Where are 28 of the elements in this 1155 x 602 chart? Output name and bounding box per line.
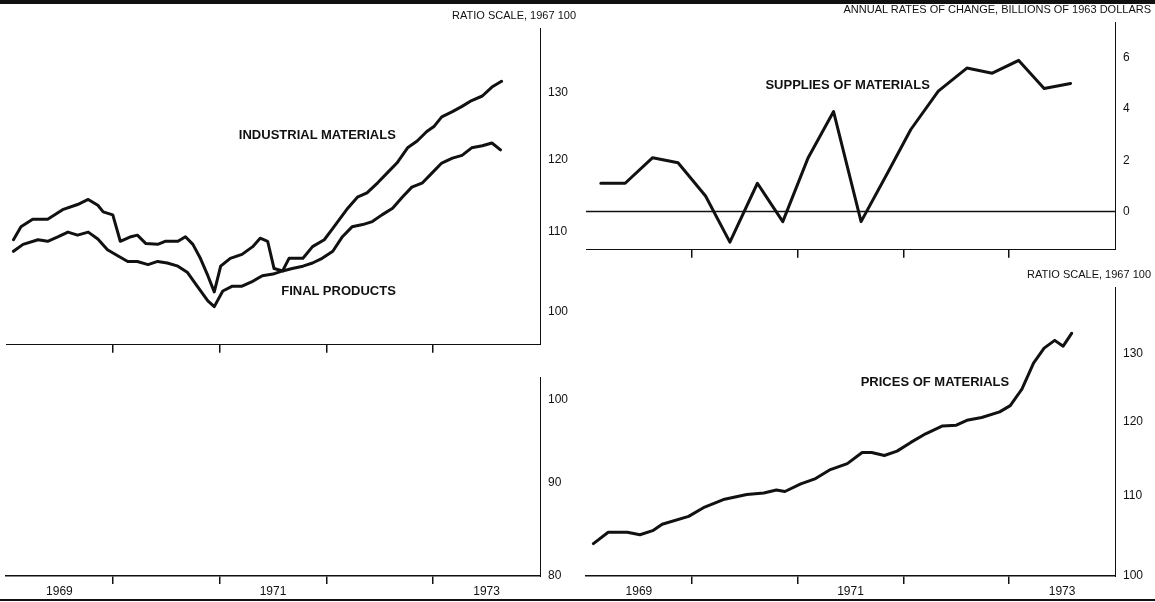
y-tick-label: 120: [548, 151, 569, 166]
y-tick-label: 100: [548, 303, 569, 318]
y-tick-label: 100: [548, 392, 569, 407]
y-axis-title: ANNUAL RATES OF CHANGE, BILLIONS OF 1963 DOLLARS: [843, 3, 1151, 16]
y-axis-title: RATIO SCALE, 1967 100: [1027, 268, 1151, 281]
y-tick-label: 120: [1123, 414, 1144, 428]
series-label: INDUSTRIAL MATERIALS: [238, 127, 397, 143]
series-label: FINAL PRODUCTS: [281, 282, 397, 298]
y-tick-label: 110: [1123, 487, 1143, 502]
x-tick-label: 1969: [625, 583, 653, 598]
y-tick-label: 130: [1123, 346, 1144, 361]
y-tick-label: 2: [1123, 152, 1130, 167]
y-tick-label: 130: [548, 85, 569, 100]
y-tick-label: 90: [548, 475, 562, 490]
x-tick-label: 1969: [46, 583, 74, 598]
y-tick-label: 6: [1123, 50, 1130, 65]
y-tick-label: 100: [1123, 568, 1144, 583]
y-axis-title: RATIO SCALE, 1967 100: [452, 9, 576, 22]
series-label: SUPPLIES OF MATERIALS: [765, 77, 931, 93]
y-tick-label: 4: [1123, 101, 1130, 116]
y-tick-label: 80: [548, 568, 562, 583]
x-tick-label: 1971: [259, 583, 287, 598]
y-tick-label: 0: [1123, 203, 1130, 218]
x-tick-label: 1973: [473, 583, 501, 598]
series-label: PRICES OF MATERIALS: [860, 373, 1010, 389]
y-tick-label: 110: [548, 224, 568, 239]
x-tick-label: 1973: [1048, 583, 1076, 598]
x-tick-label: 1971: [837, 583, 865, 598]
